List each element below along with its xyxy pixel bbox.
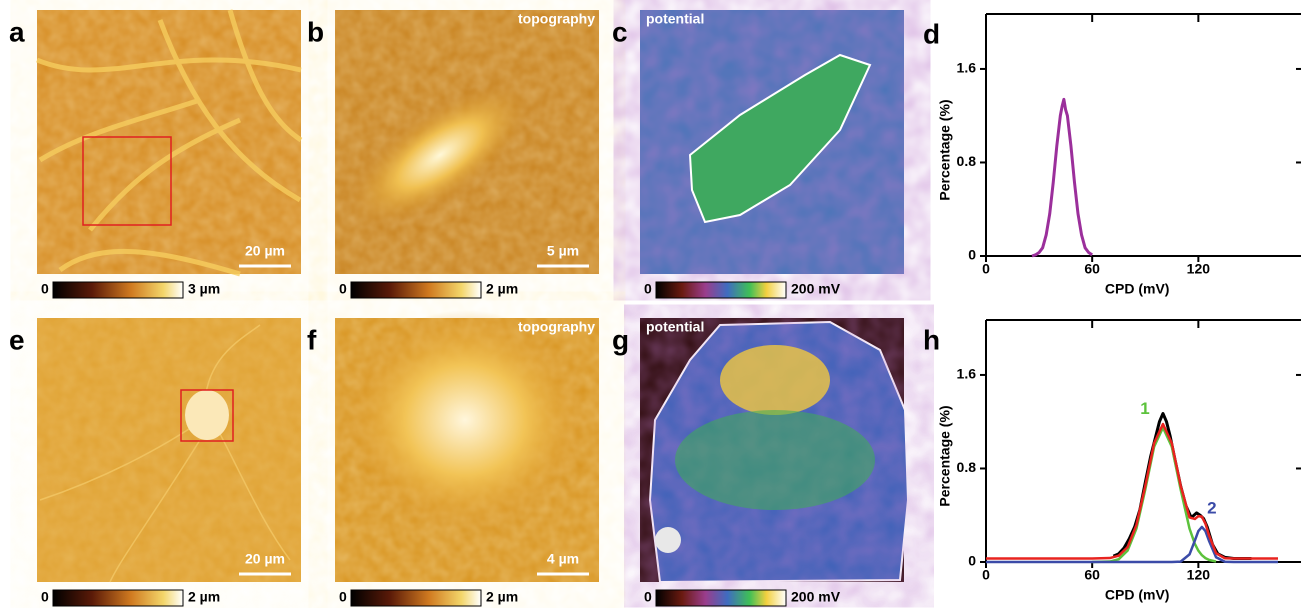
y-axis-label: Percentage (%) — [937, 99, 953, 200]
panel-letter: b — [307, 16, 324, 47]
panel-letter: c — [612, 16, 628, 47]
series-line — [1032, 99, 1092, 256]
colorbar-max: 2 µm — [188, 589, 220, 605]
panel-letter: f — [307, 324, 317, 355]
x-axis-label: CPD (mV) — [1105, 281, 1170, 297]
image-e — [37, 318, 301, 582]
series-label: 2 — [1207, 498, 1216, 517]
panel-label: topography — [518, 319, 595, 335]
image-a — [37, 10, 301, 274]
panel-label: potential — [646, 319, 704, 335]
x-tick-label: 0 — [982, 567, 990, 583]
series-label: 1 — [1140, 399, 1149, 418]
panel-label: potential — [646, 11, 704, 27]
y-tick-label: 0.8 — [957, 459, 977, 475]
panel-letter: d — [923, 18, 940, 49]
series-line — [986, 424, 1278, 558]
x-tick-label: 60 — [1084, 567, 1100, 583]
colorbar — [351, 282, 481, 298]
colorbar — [656, 590, 786, 606]
scale-bar-label: 4 µm — [547, 551, 579, 567]
colorbar-max: 2 µm — [486, 281, 518, 297]
image-c — [640, 10, 904, 274]
y-tick-label: 0 — [968, 247, 976, 263]
figure: a 20 µm 0 3 µm b topography 5 µm 0 2 µm c potentia… — [0, 0, 1301, 608]
colorbar — [53, 590, 183, 606]
colorbar-max: 3 µm — [188, 281, 220, 297]
x-tick-label: 60 — [1084, 261, 1100, 277]
panel-letter: h — [923, 324, 940, 355]
image-g — [640, 318, 908, 582]
colorbar-min: 0 — [339, 589, 347, 605]
y-tick-label: 0.8 — [957, 153, 977, 169]
colorbar-min: 0 — [644, 589, 652, 605]
colorbar-min: 0 — [644, 281, 652, 297]
colorbar-max: 2 µm — [486, 589, 518, 605]
scale-bar-label: 5 µm — [547, 243, 579, 259]
scale-bar-label: 20 µm — [245, 243, 285, 259]
panel-letter: a — [9, 16, 25, 47]
colorbar-min: 0 — [41, 281, 49, 297]
y-axis-label: Percentage (%) — [937, 405, 953, 506]
y-tick-label: 0 — [968, 553, 976, 569]
colorbar-max: 200 mV — [791, 589, 841, 605]
page: a 20 µm 0 3 µm b topography 5 µm 0 2 µm c potentia… — [0, 0, 1301, 608]
panel-label: topography — [518, 11, 595, 27]
colorbar — [656, 282, 786, 298]
y-tick-label: 1.6 — [957, 60, 977, 76]
x-tick-label: 120 — [1187, 567, 1211, 583]
image-b — [324, 10, 599, 274]
colorbar-min: 0 — [41, 589, 49, 605]
image-f — [335, 310, 599, 582]
colorbar — [351, 590, 481, 606]
colorbar-min: 0 — [339, 281, 347, 297]
colorbar — [53, 282, 183, 298]
x-tick-label: 0 — [982, 261, 990, 277]
colorbar-max: 200 mV — [791, 281, 841, 297]
x-axis-label: CPD (mV) — [1105, 587, 1170, 603]
panel-letter: g — [612, 324, 629, 355]
x-tick-label: 120 — [1187, 261, 1211, 277]
y-tick-label: 1.6 — [957, 366, 977, 382]
scale-bar-label: 20 µm — [245, 551, 285, 567]
panel-letter: e — [9, 324, 25, 355]
